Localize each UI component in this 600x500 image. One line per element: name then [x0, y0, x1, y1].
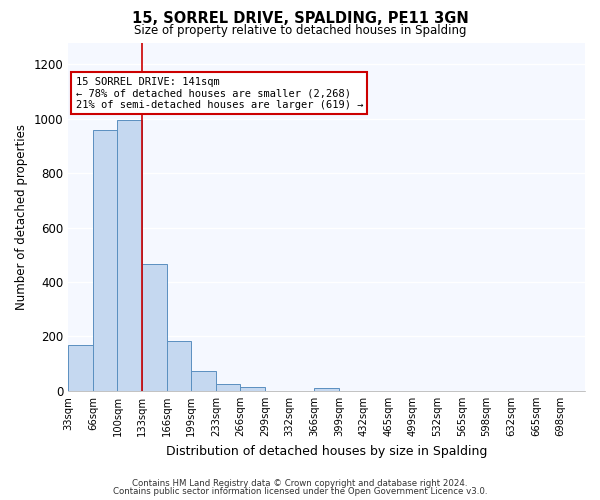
Text: 15 SORREL DRIVE: 141sqm
← 78% of detached houses are smaller (2,268)
21% of semi: 15 SORREL DRIVE: 141sqm ← 78% of detache…	[76, 76, 363, 110]
Y-axis label: Number of detached properties: Number of detached properties	[15, 124, 28, 310]
Text: 15, SORREL DRIVE, SPALDING, PE11 3GN: 15, SORREL DRIVE, SPALDING, PE11 3GN	[131, 11, 469, 26]
Text: Size of property relative to detached houses in Spalding: Size of property relative to detached ho…	[134, 24, 466, 37]
Bar	[241, 387, 265, 391]
Bar	[216, 384, 241, 391]
Text: Contains HM Land Registry data © Crown copyright and database right 2024.: Contains HM Land Registry data © Crown c…	[132, 478, 468, 488]
Bar	[314, 388, 339, 391]
X-axis label: Distribution of detached houses by size in Spalding: Distribution of detached houses by size …	[166, 444, 487, 458]
Bar	[118, 120, 142, 391]
Bar	[68, 344, 93, 391]
Bar	[191, 370, 216, 391]
Bar	[142, 264, 167, 391]
Text: Contains public sector information licensed under the Open Government Licence v3: Contains public sector information licen…	[113, 487, 487, 496]
Bar	[93, 130, 118, 391]
Bar	[167, 340, 191, 391]
